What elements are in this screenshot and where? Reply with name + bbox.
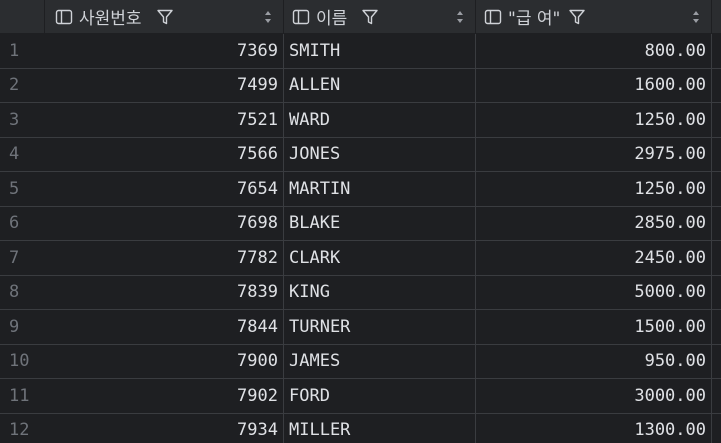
row-filler [712,345,721,379]
cell-empno[interactable]: 7369 [45,34,284,68]
row-filler [712,310,721,344]
row-filler [712,103,721,137]
table-row[interactable]: 2 7499 ALLEN 1600.00 [0,68,721,103]
cell-empno[interactable]: 7844 [45,310,284,344]
row-number-header [0,0,45,33]
table-row[interactable]: 6 7698 BLAKE 2850.00 [0,206,721,241]
row-number: 8 [9,282,20,303]
column-icon [55,9,73,24]
cell-name[interactable]: JAMES [284,344,476,378]
row-number: 12 [9,420,30,441]
grid-header: 사원번호 이름 [0,0,721,34]
row-filler [712,138,721,172]
table-row[interactable]: 9 7844 TURNER 1500.00 [0,310,721,345]
cell-name[interactable]: JONES [284,137,476,171]
cell-empno[interactable]: 7900 [45,344,284,378]
row-number: 4 [9,144,20,165]
row-number: 1 [9,40,20,61]
cell-salary[interactable]: 2975.00 [476,137,712,171]
grid-body: 1 7369 SMITH 800.00 2 7499 ALLEN 1600.00 3 7521 WA… [0,34,721,443]
column-header-label: 이름 [316,9,348,29]
row-filler [712,241,721,275]
cell-name[interactable]: FORD [284,379,476,413]
cell-empno[interactable]: 7521 [45,103,284,137]
cell-empno[interactable]: 7934 [45,413,284,443]
sort-icon[interactable] [455,9,465,25]
row-number: 6 [9,213,20,234]
cell-name[interactable]: KING [284,275,476,309]
column-header-label: "급 여" [508,9,561,29]
table-row[interactable]: 4 7566 JONES 2975.00 [0,137,721,172]
cell-salary[interactable]: 1250.00 [476,172,712,206]
cell-salary[interactable]: 2450.00 [476,241,712,275]
cell-name[interactable]: MILLER [284,413,476,443]
row-number: 9 [9,316,20,337]
cell-name[interactable]: ALLEN [284,68,476,102]
cell-name[interactable]: MARTIN [284,172,476,206]
table-row[interactable]: 1 7369 SMITH 800.00 [0,34,721,69]
table-row[interactable]: 7 7782 CLARK 2450.00 [0,241,721,276]
column-header-name[interactable]: 이름 [284,0,476,33]
column-header-label: 사원번호 [79,9,142,29]
row-filler [712,207,721,241]
row-number: 7 [9,247,20,268]
row-filler [712,276,721,310]
row-filler [712,379,721,413]
header-filler [712,0,721,33]
cell-salary[interactable]: 1300.00 [476,413,712,443]
cell-empno[interactable]: 7654 [45,172,284,206]
cell-name[interactable]: TURNER [284,310,476,344]
filter-icon[interactable] [568,8,586,26]
filter-icon[interactable] [361,8,379,26]
cell-name[interactable]: SMITH [284,34,476,68]
row-filler [712,172,721,206]
cell-name[interactable]: BLAKE [284,206,476,240]
cell-empno[interactable]: 7566 [45,137,284,171]
table-row[interactable]: 3 7521 WARD 1250.00 [0,103,721,138]
column-icon [484,9,502,24]
sort-icon[interactable] [691,9,701,25]
cell-empno[interactable]: 7839 [45,275,284,309]
column-header-empno[interactable]: 사원번호 [45,0,284,33]
table-row[interactable]: 10 7900 JAMES 950.00 [0,344,721,379]
row-number: 11 [9,385,30,406]
row-number: 2 [9,75,20,96]
cell-salary[interactable]: 5000.00 [476,275,712,309]
cell-salary[interactable]: 800.00 [476,34,712,68]
cell-empno[interactable]: 7499 [45,68,284,102]
cell-empno[interactable]: 7698 [45,206,284,240]
row-filler [712,414,721,443]
cell-salary[interactable]: 3000.00 [476,379,712,413]
sort-icon[interactable] [263,9,273,25]
cell-salary[interactable]: 2850.00 [476,206,712,240]
table-row[interactable]: 11 7902 FORD 3000.00 [0,379,721,414]
cell-salary[interactable]: 950.00 [476,344,712,378]
column-icon [292,9,310,24]
row-number: 5 [9,178,20,199]
row-number: 10 [9,351,30,372]
column-header-salary[interactable]: "급 여" [476,0,712,33]
cell-name[interactable]: WARD [284,103,476,137]
row-filler [712,69,721,103]
cell-name[interactable]: CLARK [284,241,476,275]
cell-salary[interactable]: 1250.00 [476,103,712,137]
table-row[interactable]: 5 7654 MARTIN 1250.00 [0,172,721,207]
cell-empno[interactable]: 7782 [45,241,284,275]
row-filler [712,34,721,68]
cell-salary[interactable]: 1500.00 [476,310,712,344]
cell-salary[interactable]: 1600.00 [476,68,712,102]
table-row[interactable]: 8 7839 KING 5000.00 [0,275,721,310]
filter-icon[interactable] [156,8,174,26]
table-row[interactable]: 12 7934 MILLER 1300.00 [0,413,721,443]
row-number: 3 [9,109,20,130]
cell-empno[interactable]: 7902 [45,379,284,413]
